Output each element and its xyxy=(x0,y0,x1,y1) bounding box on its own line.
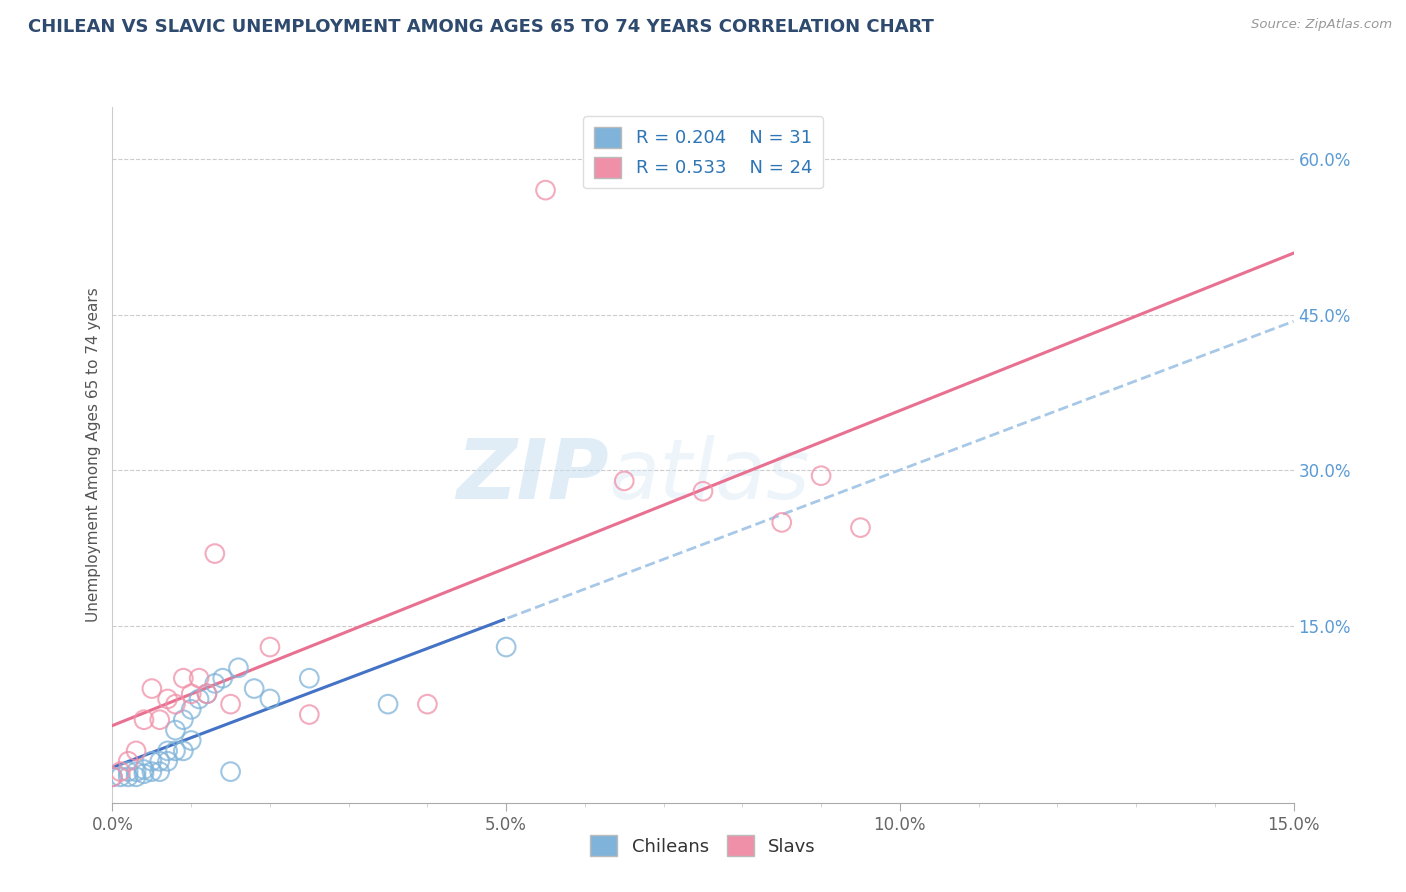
Point xyxy=(165,723,187,738)
Point xyxy=(125,770,148,784)
Text: ZIP: ZIP xyxy=(456,435,609,516)
Point xyxy=(188,671,211,685)
Text: Source: ZipAtlas.com: Source: ZipAtlas.com xyxy=(1251,18,1392,31)
Point xyxy=(101,770,124,784)
Point xyxy=(117,754,139,768)
Point xyxy=(195,687,218,701)
Y-axis label: Unemployment Among Ages 65 to 74 years: Unemployment Among Ages 65 to 74 years xyxy=(86,287,101,623)
Point xyxy=(149,754,172,768)
Point xyxy=(770,516,793,530)
Point xyxy=(141,754,163,768)
Point xyxy=(172,671,194,685)
Point xyxy=(149,713,172,727)
Point xyxy=(613,474,636,488)
Point xyxy=(298,671,321,685)
Point xyxy=(810,468,832,483)
Point xyxy=(377,697,399,711)
Point xyxy=(141,681,163,696)
Point xyxy=(219,697,242,711)
Point xyxy=(180,702,202,716)
Point xyxy=(141,764,163,779)
Point xyxy=(180,733,202,747)
Point xyxy=(259,640,281,654)
Point xyxy=(117,764,139,779)
Text: atlas: atlas xyxy=(609,435,810,516)
Point xyxy=(149,764,172,779)
Point xyxy=(132,766,155,780)
Point xyxy=(534,183,557,197)
Point xyxy=(132,713,155,727)
Point xyxy=(204,547,226,561)
Point xyxy=(259,692,281,706)
Text: CHILEAN VS SLAVIC UNEMPLOYMENT AMONG AGES 65 TO 74 YEARS CORRELATION CHART: CHILEAN VS SLAVIC UNEMPLOYMENT AMONG AGE… xyxy=(28,18,934,36)
Point xyxy=(110,770,132,784)
Point xyxy=(125,764,148,779)
Point xyxy=(132,763,155,777)
Point xyxy=(211,671,233,685)
Point xyxy=(188,692,211,706)
Point xyxy=(195,687,218,701)
Point xyxy=(165,697,187,711)
Point xyxy=(219,764,242,779)
Point xyxy=(298,707,321,722)
Point xyxy=(165,744,187,758)
Point xyxy=(110,764,132,779)
Point xyxy=(243,681,266,696)
Point xyxy=(156,692,179,706)
Point xyxy=(117,770,139,784)
Point xyxy=(125,744,148,758)
Point xyxy=(849,520,872,534)
Point xyxy=(172,744,194,758)
Legend: Chileans, Slavs: Chileans, Slavs xyxy=(583,828,823,863)
Point xyxy=(228,661,250,675)
Point xyxy=(204,676,226,690)
Point xyxy=(495,640,517,654)
Point xyxy=(692,484,714,499)
Point xyxy=(156,744,179,758)
Point xyxy=(156,754,179,768)
Point xyxy=(101,770,124,784)
Point xyxy=(416,697,439,711)
Point xyxy=(172,713,194,727)
Point xyxy=(180,687,202,701)
